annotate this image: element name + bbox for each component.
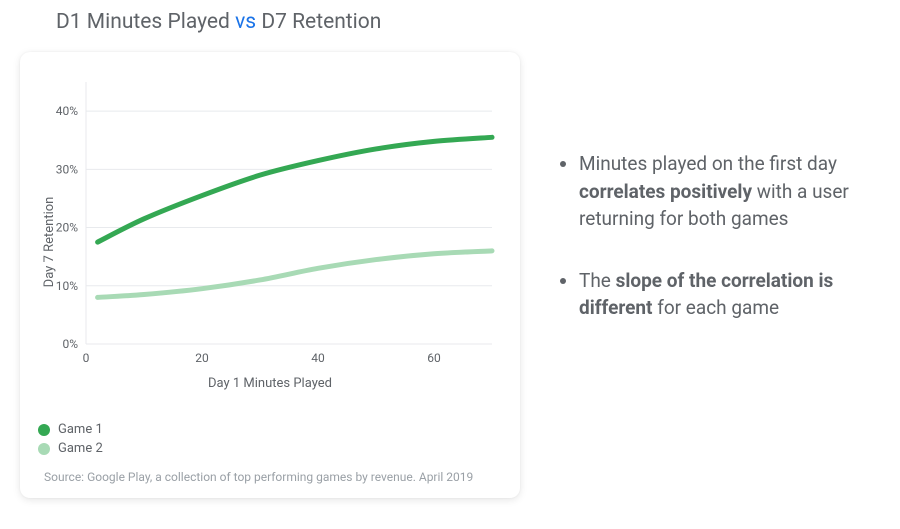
title-left: D1 Minutes Played [56,10,230,34]
chart-wrap: Day 7 Retention 0% 10% 20% 30% 40% 0 20 40 60 Da… [38,72,502,412]
legend-swatch [38,424,50,436]
svg-text:60: 60 [427,351,441,365]
page: D1 Minutes Played vs D7 Retention Day 7 … [0,0,900,529]
title-right: D7 Retention [261,10,381,34]
svg-text:30%: 30% [56,162,78,176]
bullet-list: Minutes played on the first day correlat… [559,150,880,322]
svg-text:10%: 10% [56,279,78,293]
bullet-bold: correlates positively [579,180,752,203]
line-chart: 0% 10% 20% 30% 40% 0 20 40 60 [38,72,502,372]
svg-text:20: 20 [195,351,209,365]
legend-item: Game 2 [38,441,502,456]
source-text: Source: Google Play, a collection of top… [44,470,502,484]
bullet-text: The [579,269,616,292]
bullet-text: Minutes played on the first day [579,152,837,175]
title-vs: vs [235,10,256,34]
y-axis-label: Day 7 Retention [42,197,57,288]
left-column: D1 Minutes Played vs D7 Retention Day 7 … [0,0,529,529]
bullet-text: for each game [653,296,780,319]
bullet-item: The slope of the correlation is differen… [579,267,880,322]
svg-text:40%: 40% [56,104,78,118]
svg-text:0%: 0% [62,337,78,351]
chart-card: Day 7 Retention 0% 10% 20% 30% 40% 0 20 40 60 Da… [20,52,520,498]
svg-text:20%: 20% [56,221,78,235]
legend-swatch [38,443,50,455]
legend-label: Game 1 [58,422,103,437]
bullet-item: Minutes played on the first day correlat… [579,150,880,233]
chart-title: D1 Minutes Played vs D7 Retention [56,10,529,34]
svg-text:40: 40 [311,351,325,365]
x-axis-label: Day 1 Minutes Played [38,376,502,391]
svg-text:0: 0 [83,351,90,365]
legend-item: Game 1 [38,422,502,437]
legend: Game 1 Game 2 [38,422,502,456]
legend-label: Game 2 [58,441,103,456]
right-column: Minutes played on the first day correlat… [529,0,900,529]
